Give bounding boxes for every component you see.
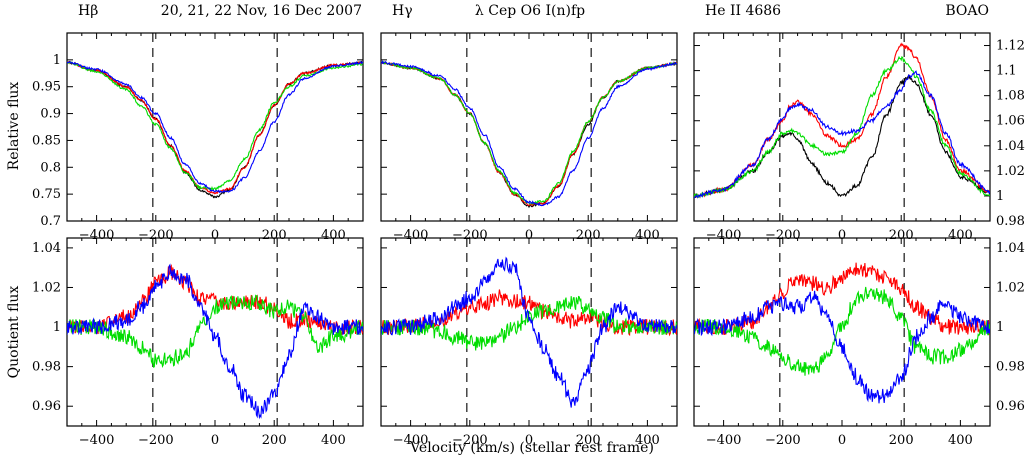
y-tick-label: 0.95 [32, 80, 61, 95]
y-tick-label: 1.08 [996, 89, 1025, 104]
spectrum-series-line [67, 61, 363, 191]
x-tick-label: 0 [838, 433, 846, 448]
x-tick-label: −200 [138, 433, 174, 448]
x-tick-label: 400 [635, 228, 660, 243]
x-tick-label: −400 [393, 228, 429, 243]
x-tick-label: 0 [211, 228, 219, 243]
y-tick-label: 0.98 [32, 360, 61, 375]
y-tick-label: 1.04 [996, 139, 1025, 154]
x-tick-label: −400 [79, 228, 115, 243]
panel1-dates-label: 20, 21, 22 Nov, 16 Dec 2007 [161, 3, 362, 19]
panel-top-center: −400 −200 0 200 400 [380, 32, 678, 243]
x-axis-label: Velocity (km/s) (stellar rest frame) [409, 440, 654, 456]
x-tick-label: −200 [452, 433, 488, 448]
y-tick-label: 1.02 [32, 280, 61, 295]
y-tick-label: 0.96 [996, 399, 1025, 414]
x-tick-label: −400 [79, 433, 115, 448]
y-tick-label: 1 [996, 320, 1004, 335]
y-tick-label: 1 [53, 320, 61, 335]
panel2-star-label: λ Cep O6 I(n)fp [475, 3, 585, 19]
x-tick-label: −200 [138, 228, 174, 243]
y-tick-label: 1.04 [996, 241, 1025, 256]
spectrum-series-line [381, 60, 677, 207]
spectrum-series-line [381, 256, 677, 408]
y-axis-label-top: Relative flux [6, 82, 22, 171]
y-tick-label: 0.7 [40, 214, 61, 229]
y-tick-label: 0.8 [40, 160, 61, 175]
spectrum-series-line [381, 60, 677, 206]
spectrum-series-line [67, 263, 363, 420]
spectrum-series-line [694, 286, 990, 376]
x-tick-label: 400 [321, 228, 346, 243]
x-tick-label: 200 [576, 228, 601, 243]
y-tick-label: 1 [53, 53, 61, 68]
x-tick-label: 200 [889, 228, 914, 243]
plot-frame [693, 32, 991, 222]
x-tick-label: 200 [889, 433, 914, 448]
y-tick-label: 1.02 [996, 164, 1025, 179]
spectrum-series-line [694, 290, 990, 404]
x-tick-label: 200 [262, 228, 287, 243]
x-tick-label: −400 [706, 228, 742, 243]
y-tick-label: 1.1 [996, 64, 1017, 79]
x-tick-label: 400 [948, 433, 973, 448]
x-tick-label: 200 [262, 433, 287, 448]
y-tick-label: 1.06 [996, 114, 1025, 129]
x-tick-label: −200 [765, 228, 801, 243]
y-tick-label: 1 [996, 189, 1004, 204]
x-tick-label: −400 [706, 433, 742, 448]
spectrum-series-line [694, 70, 990, 199]
spectrum-series-line [381, 295, 677, 351]
panel-top-right: −400 −200 0 200 400 0.98 1 1.02 1.04 1.06 1.08 1.1 1… [693, 32, 1025, 243]
spectrum-series-line [67, 60, 363, 195]
panel-top-left: −400 −200 0 200 400 0.7 0.75 0.8 0.85 0.9 0.95 1 [32, 32, 364, 243]
x-tick-label: 0 [211, 433, 219, 448]
x-tick-label: 200 [576, 433, 601, 448]
x-tick-label: 400 [948, 228, 973, 243]
x-tick-label: 0 [838, 228, 846, 243]
x-tick-label: 400 [635, 433, 660, 448]
y-tick-label: 0.75 [32, 187, 61, 202]
spectrum-series-line [67, 294, 363, 368]
y-tick-label: 1.04 [32, 241, 61, 256]
y-tick-label: 0.85 [32, 133, 61, 148]
y-tick-label: 0.9 [40, 107, 61, 122]
x-tick-label: −400 [393, 433, 429, 448]
spectrum-series-line [67, 60, 363, 194]
panel-bottom-left: −400 −200 0 200 400 0.96 0.98 1 1.02 1.04 [32, 237, 364, 448]
panel3-line-label: He II 4686 [705, 3, 781, 19]
spectrum-series-line [381, 289, 677, 337]
panel3-obs-label: BOAO [945, 3, 989, 19]
x-tick-label: 400 [321, 433, 346, 448]
x-tick-label: −200 [452, 228, 488, 243]
y-tick-label: 1.02 [996, 280, 1025, 295]
spectrum-series-line [67, 60, 363, 199]
y-tick-label: 0.96 [32, 399, 61, 414]
x-tick-label: 0 [525, 433, 533, 448]
header-labels: Hβ 20, 21, 22 Nov, 16 Dec 2007 Hγ λ Cep … [78, 3, 989, 19]
spectrum-series-line [381, 61, 677, 209]
plot-frame [380, 32, 678, 222]
panel-bottom-right: −400 −200 0 200 400 0.96 0.98 1 1.02 1.04 [693, 237, 1025, 448]
y-axis-label-bottom: Quotient flux [6, 286, 22, 379]
panel-bottom-center: −400 −200 0 200 400 [380, 237, 678, 448]
x-tick-label: 0 [525, 228, 533, 243]
spectrum-series-line [381, 61, 677, 207]
y-tick-label: 0.98 [996, 360, 1025, 375]
spectrum-series-line [694, 55, 990, 198]
y-tick-label: 1.12 [996, 39, 1025, 54]
panel2-line-label: Hγ [392, 3, 413, 19]
y-tick-label: 0.98 [996, 214, 1025, 229]
panel1-line-label: Hβ [78, 3, 98, 19]
x-tick-label: −200 [765, 433, 801, 448]
